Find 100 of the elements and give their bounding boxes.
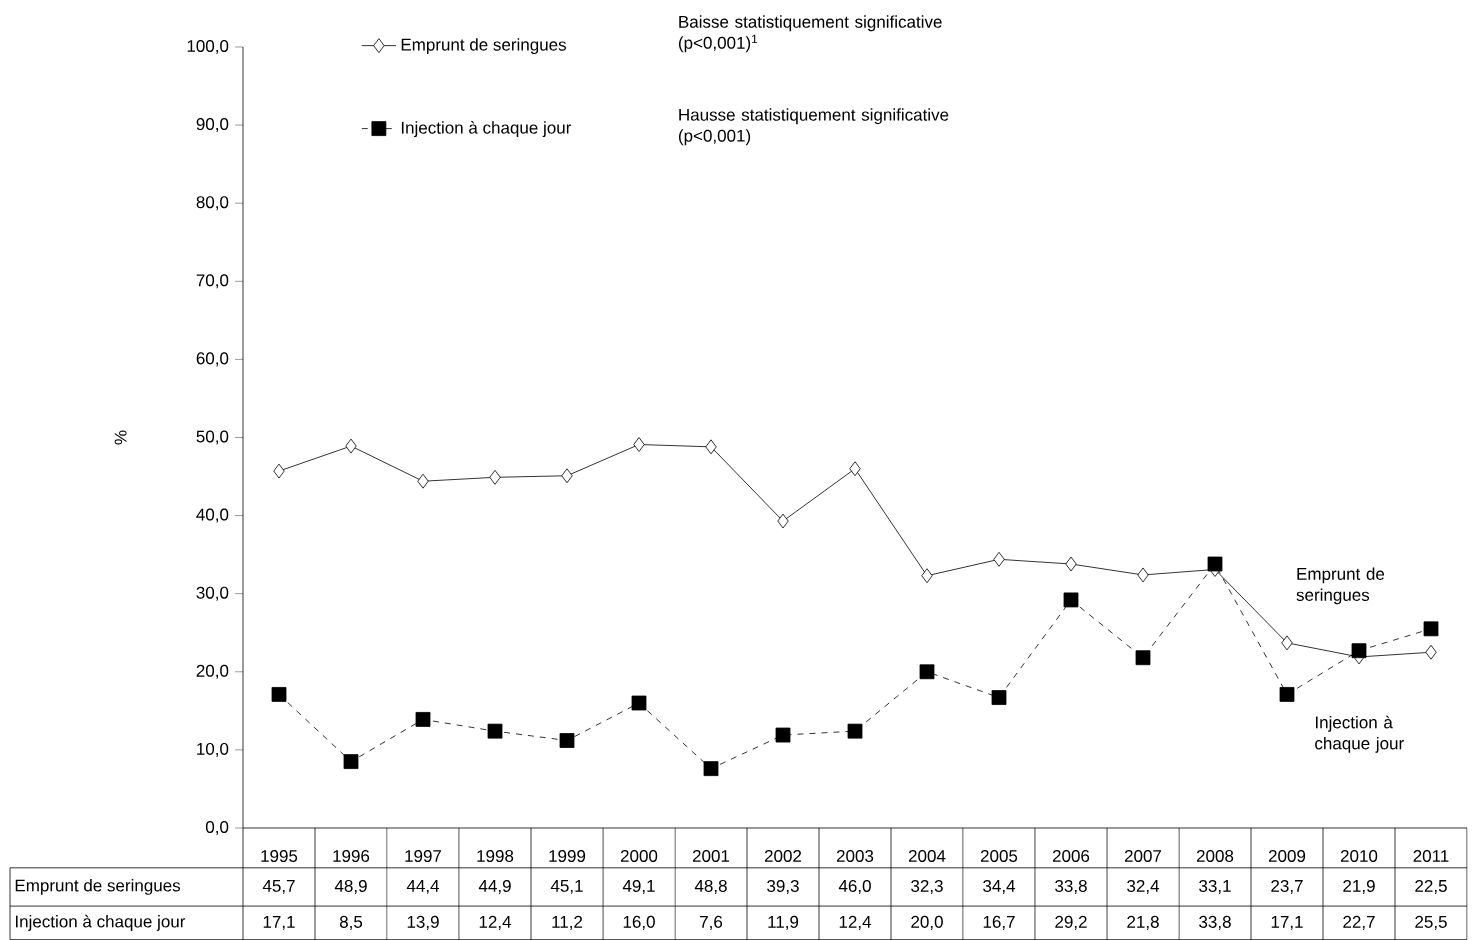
x-tick-label: 2000 (620, 849, 658, 862)
data-label: 34,4 (983, 879, 1016, 894)
data-label: 16,7 (983, 915, 1015, 930)
point (775, 727, 791, 743)
legend-label: Emprunt de seringues (401, 38, 566, 55)
point (417, 473, 429, 489)
x-tick-label: 1996 (333, 849, 370, 862)
annotation: Emprunt de seringues (1296, 567, 1385, 605)
point (633, 437, 645, 452)
data-label: 7,6 (700, 915, 723, 930)
point (1279, 687, 1295, 702)
point (705, 439, 717, 455)
y-tick-label: 70,0 (196, 274, 229, 289)
x-tick-label: 1995 (261, 849, 298, 862)
text: Injection à chaque jour (15, 914, 186, 931)
data-label: 33,1 (1199, 879, 1231, 894)
x-tick-label: 1999 (549, 849, 586, 862)
point (1351, 643, 1367, 659)
data-label: 45,1 (550, 880, 583, 894)
data-label: 44,9 (478, 879, 511, 894)
x-tick-label: 1998 (477, 849, 514, 862)
x-tick-label: 2003 (836, 849, 874, 862)
data-label: 39,3 (767, 879, 799, 894)
point (1137, 567, 1149, 583)
point (1423, 621, 1439, 637)
x-tick-label: 2009 (1268, 849, 1306, 862)
y-tick-label: 0,0 (205, 820, 229, 835)
point (1063, 592, 1079, 608)
data-label: 20,0 (911, 915, 943, 930)
y-tick-label: 20,0 (196, 664, 229, 679)
point (415, 712, 431, 727)
y-tick-label: 100,0 (187, 39, 229, 54)
x-tick-label: 2001 (692, 849, 730, 862)
y-tick-label: 10,0 (197, 742, 229, 757)
y-tick-label: 30,0 (196, 586, 229, 601)
data-label: 13,9 (407, 915, 439, 930)
point (993, 551, 1005, 567)
data-label: 21,8 (1127, 915, 1159, 930)
data-label: 22,7 (1343, 915, 1375, 930)
point (559, 733, 575, 748)
data-label: 8,5 (339, 915, 363, 930)
x-tick-label: 2008 (1196, 849, 1234, 862)
data-label: 17,1 (263, 915, 295, 930)
data-label: 44,4 (406, 880, 440, 894)
data-label: 11,9 (768, 915, 799, 930)
data-label: 45,7 (262, 880, 295, 894)
annotation: Hausse statistiquement significative (p<0,001) (678, 108, 949, 146)
point (345, 438, 357, 454)
y-tick-label: 40,0 (196, 508, 229, 523)
data-label: 29,2 (1055, 915, 1087, 930)
annotation: Injection à chaque jour (1315, 715, 1404, 753)
y-tick-label: 80,0 (196, 196, 229, 211)
data-label: 48,8 (694, 879, 727, 894)
legend-label: Injection à chaque jour (401, 121, 572, 138)
data-label: 33,8 (1055, 879, 1087, 894)
point (1135, 650, 1151, 666)
point (561, 468, 573, 484)
point (487, 723, 503, 739)
data-label: 32,3 (911, 879, 943, 894)
x-tick-label: 1997 (405, 849, 442, 862)
data-label: 12,4 (839, 915, 872, 930)
y-tick-label: 50,0 (196, 430, 229, 445)
point (919, 664, 935, 680)
point (991, 690, 1007, 705)
point (1207, 556, 1223, 572)
data-label: 49,1 (622, 879, 655, 894)
data-label: 48,9 (334, 879, 367, 894)
point (271, 687, 287, 702)
point (489, 469, 501, 485)
x-tick-label: 2002 (764, 849, 802, 862)
data-label: 46,0 (838, 879, 871, 894)
point (849, 461, 861, 477)
x-tick-label: 2004 (908, 849, 946, 862)
x-tick-label: 2005 (980, 849, 1018, 862)
data-label: 11,2 (552, 915, 583, 930)
data-label: 32,4 (1127, 879, 1160, 894)
text: Emprunt de seringues (15, 879, 181, 895)
point (1065, 556, 1077, 572)
data-label: 22,5 (1415, 879, 1447, 894)
data-label: 17,1 (1271, 915, 1303, 930)
data-label: 21,9 (1343, 879, 1375, 894)
point (847, 723, 863, 739)
annotation: Baisse statistiquement significative (p<0,001)$^{1}$ (678, 15, 942, 53)
y-axis-title: % (114, 430, 127, 445)
y-tick-label: 90,0 (196, 118, 229, 133)
x-tick-label: 2011 (1413, 849, 1449, 862)
data-label: 25,5 (1415, 915, 1447, 930)
x-tick-label: 2010 (1340, 849, 1378, 862)
point (343, 754, 359, 769)
point (921, 568, 933, 584)
point (703, 761, 719, 777)
data-label: 23,7 (1271, 879, 1303, 894)
point (273, 463, 285, 479)
point (631, 695, 647, 711)
data-label: 33,8 (1199, 915, 1231, 930)
point (777, 513, 789, 529)
point (1281, 635, 1293, 651)
data-label: 16,0 (623, 915, 655, 930)
point (1425, 644, 1437, 660)
data-label: 12,4 (479, 915, 512, 930)
